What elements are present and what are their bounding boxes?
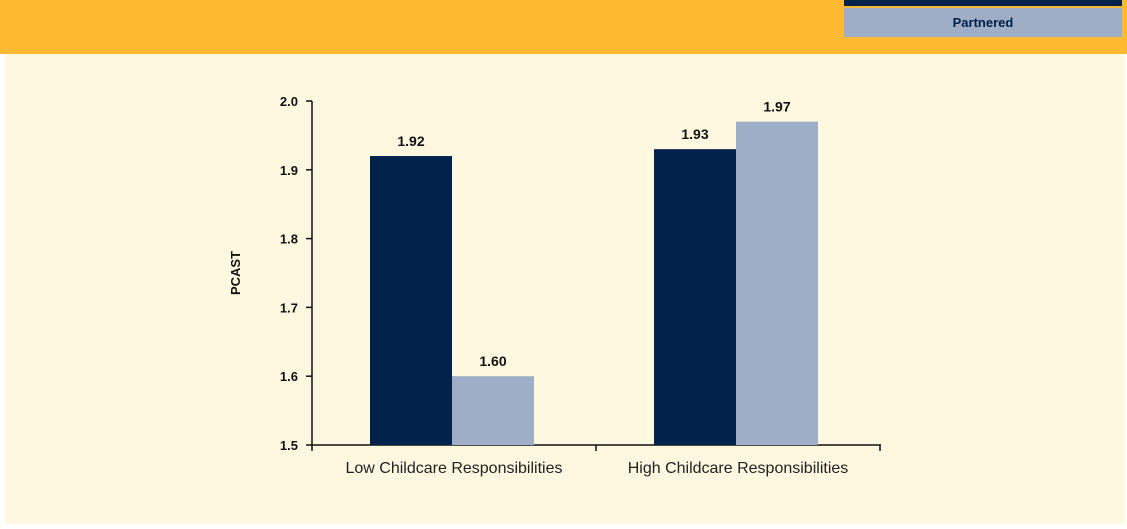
- y-axis-title: PCAST: [228, 251, 243, 295]
- y-tick-label: 1.7: [280, 300, 298, 315]
- y-tick-label: 1.6: [280, 369, 298, 384]
- data-label: 1.93: [681, 126, 708, 142]
- legend-label-partnered: Partnered: [952, 15, 1014, 30]
- bar-series-1-high: [654, 149, 736, 445]
- data-label: 1.60: [479, 353, 506, 369]
- bar-partnered-high: [736, 121, 818, 445]
- chart-legend: Partnered: [844, 0, 1122, 37]
- data-label: 1.92: [397, 133, 424, 149]
- bar-partnered-low: [452, 376, 534, 445]
- legend-item-series-1: [844, 0, 1122, 6]
- y-tick-label: 2.0: [280, 94, 298, 109]
- y-tick-label: 1.5: [280, 438, 298, 453]
- data-label: 1.97: [763, 99, 790, 115]
- x-category-label: Low Childcare Responsibilities: [346, 460, 563, 477]
- bar-series-1-low: [370, 156, 452, 446]
- legend-item-partnered: Partnered: [844, 8, 1122, 37]
- y-tick-label: 1.8: [280, 232, 298, 247]
- x-category-label: High Childcare Responsibilities: [628, 460, 849, 477]
- y-tick-label: 1.9: [280, 163, 298, 178]
